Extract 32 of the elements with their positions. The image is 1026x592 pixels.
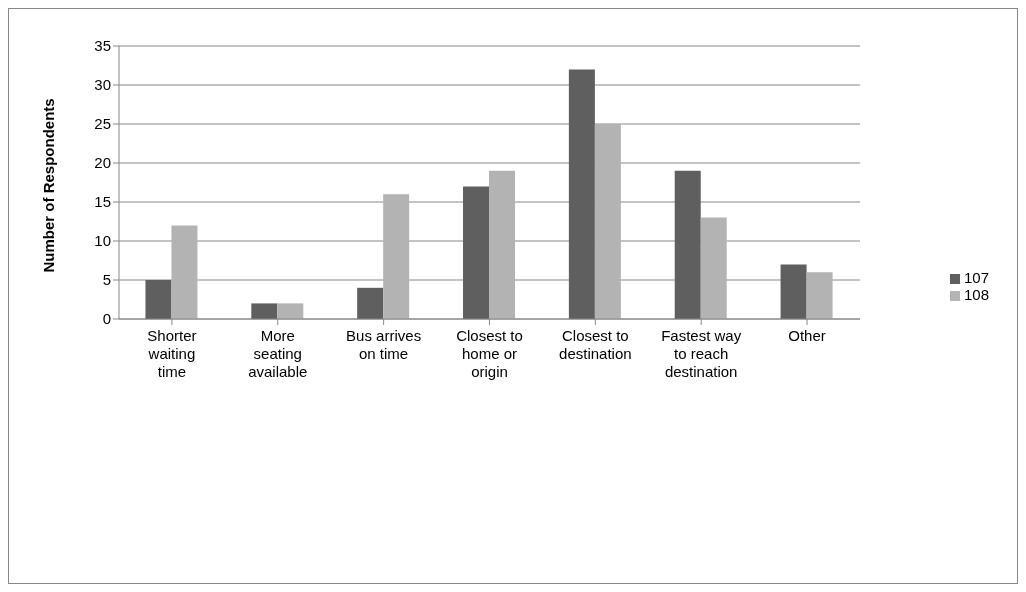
- bar: [568, 69, 595, 319]
- bar: [357, 287, 384, 319]
- x-tick-label: Other: [788, 327, 826, 344]
- bar: [594, 124, 621, 319]
- x-tick-label: Closest to destination: [559, 327, 632, 362]
- legend-label: 107: [963, 269, 989, 286]
- y-tick-label: 35: [94, 37, 111, 55]
- bar: [277, 303, 304, 319]
- y-tick-label: 30: [94, 76, 111, 94]
- bar: [700, 217, 727, 319]
- y-tick-label: 25: [94, 115, 111, 133]
- bar: [674, 170, 701, 319]
- x-tick-label: More seating available: [248, 327, 308, 380]
- y-tick-label: 20: [94, 154, 111, 172]
- x-tick-label: Bus arrives on time: [346, 327, 422, 362]
- bar: [489, 170, 516, 319]
- bar: [383, 194, 410, 319]
- legend-label: 108: [963, 286, 989, 303]
- x-tick-label: Closest to home or origin: [456, 327, 523, 380]
- y-tick-label: 10: [94, 232, 111, 250]
- y-tick-label: 15: [94, 193, 111, 211]
- bar: [780, 264, 807, 319]
- bar: [145, 280, 172, 319]
- y-axis-title: Number of Respondents: [40, 98, 58, 273]
- bar: [251, 303, 278, 319]
- y-tick-label: 0: [102, 310, 111, 328]
- bar: [171, 225, 198, 319]
- y-tick-label: 5: [102, 271, 111, 289]
- bar: [806, 272, 833, 319]
- x-tick-label: Shorter waiting time: [147, 327, 197, 380]
- x-tick-label: Fastest way to reach destination: [661, 327, 742, 380]
- bar: [463, 186, 490, 319]
